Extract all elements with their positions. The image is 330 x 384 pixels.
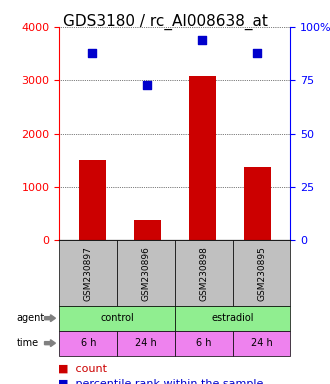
Point bbox=[255, 50, 260, 56]
Text: 6 h: 6 h bbox=[81, 338, 96, 348]
Text: 24 h: 24 h bbox=[135, 338, 157, 348]
Text: time: time bbox=[16, 338, 39, 348]
Point bbox=[200, 36, 205, 43]
Bar bbox=[189, 76, 216, 240]
Text: ■  count: ■ count bbox=[58, 363, 107, 373]
Bar bbox=[79, 161, 106, 240]
Text: GSM230897: GSM230897 bbox=[84, 246, 93, 301]
Text: GSM230896: GSM230896 bbox=[142, 246, 150, 301]
Text: 24 h: 24 h bbox=[251, 338, 272, 348]
Text: control: control bbox=[100, 313, 134, 323]
Text: agent: agent bbox=[16, 313, 45, 323]
Bar bbox=[134, 220, 161, 240]
Bar bbox=[244, 167, 271, 240]
Text: GSM230895: GSM230895 bbox=[257, 246, 266, 301]
Text: estradiol: estradiol bbox=[212, 313, 254, 323]
Text: ■  percentile rank within the sample: ■ percentile rank within the sample bbox=[58, 379, 263, 384]
Point bbox=[145, 81, 150, 88]
Text: 6 h: 6 h bbox=[196, 338, 212, 348]
Text: GSM230898: GSM230898 bbox=[199, 246, 208, 301]
Point bbox=[90, 50, 95, 56]
Text: GDS3180 / rc_AI008638_at: GDS3180 / rc_AI008638_at bbox=[63, 13, 267, 30]
